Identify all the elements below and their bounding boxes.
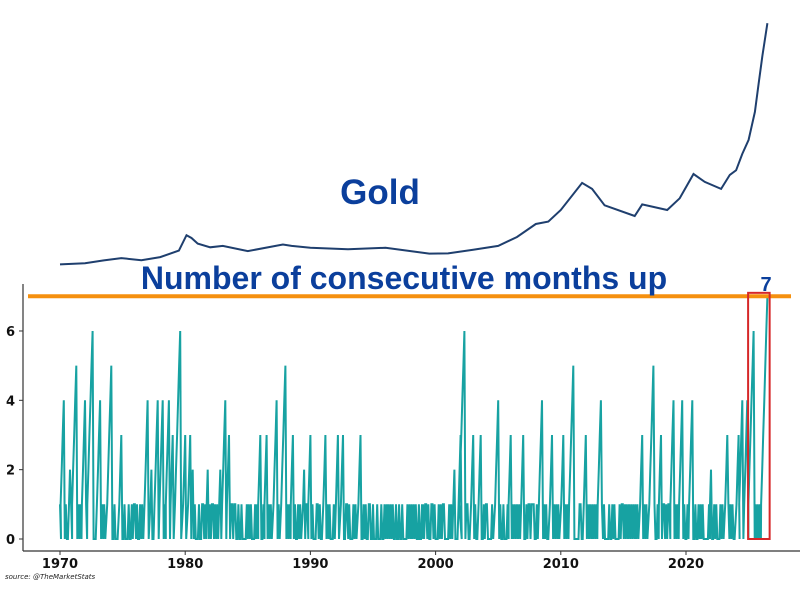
y-tick-label: 6: [6, 325, 15, 340]
gold-price-chart: [59, 23, 769, 266]
runs-title: Number of consecutive months up: [141, 260, 667, 296]
y-tick-label: 4: [6, 394, 15, 409]
x-tick-label: 2010: [543, 557, 579, 572]
consecutive-months-line: [59, 296, 769, 540]
highlight-box: [747, 291, 771, 540]
x-tick-label: 1980: [167, 557, 203, 572]
y-tick-label: 0: [6, 533, 15, 548]
highlight-label: 7: [760, 274, 771, 296]
x-tick-label: 1990: [292, 557, 328, 572]
x-tick-label: 2000: [418, 557, 454, 572]
y-tick-label: 2: [6, 464, 15, 479]
consecutive-months-chart: 0 2 4 6 1970 1980 1990 2000 2010 2020: [6, 284, 800, 572]
x-tick-label: 1970: [42, 557, 78, 572]
gold-title: Gold: [340, 173, 420, 212]
source-note: source: @TheMarketStats: [5, 573, 96, 581]
gold-price-line: [59, 23, 769, 266]
x-tick-label: 2020: [668, 557, 704, 572]
